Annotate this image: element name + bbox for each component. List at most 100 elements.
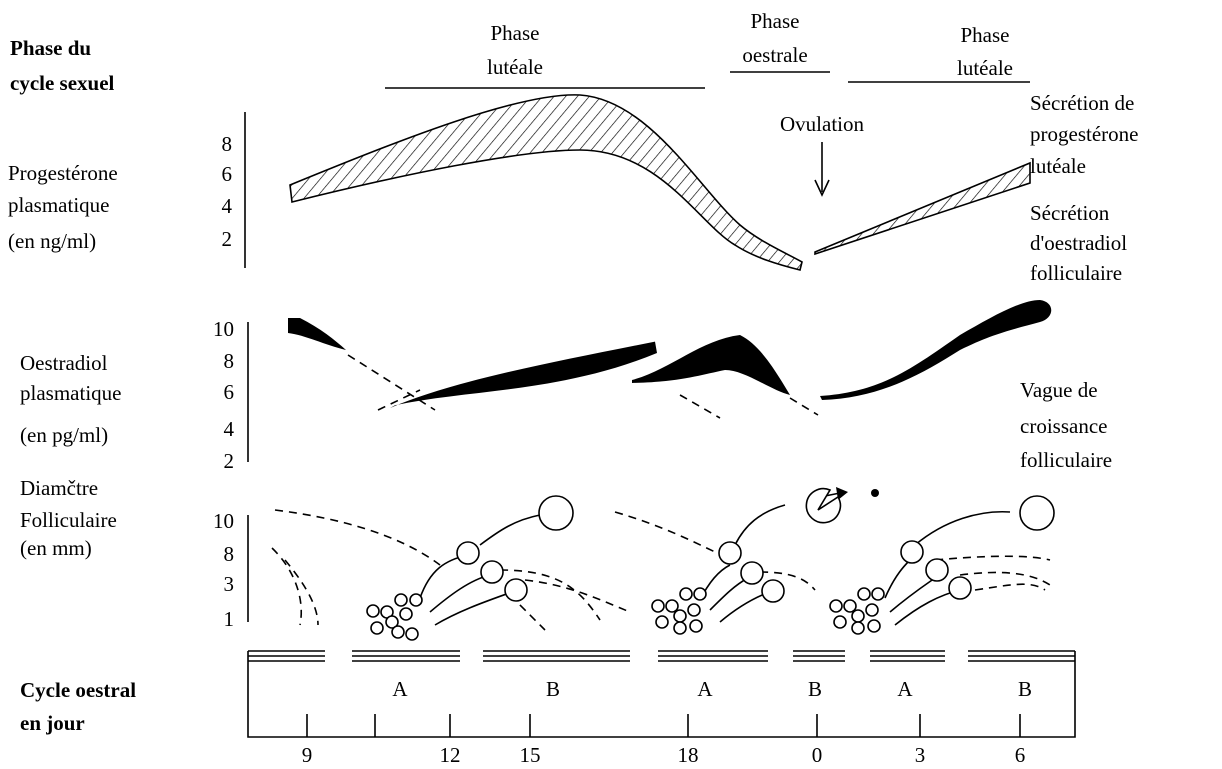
annotation: Sécrétion de <box>1030 91 1134 115</box>
follicle-line <box>914 510 1011 546</box>
follicle <box>655 615 669 629</box>
progesterone-band <box>289 94 803 271</box>
follicles <box>366 487 1055 641</box>
axis-label: Oestradiol <box>20 351 108 375</box>
tick-label: 1 <box>224 607 235 631</box>
oestradiol-shape <box>390 341 657 409</box>
stage-label: B <box>808 677 822 701</box>
phase-title: cycle sexuel <box>10 71 115 95</box>
follicle <box>857 587 871 601</box>
follicle <box>843 599 857 613</box>
day-label: 18 <box>678 743 699 767</box>
follicle-line <box>614 511 716 553</box>
tick-label: 10 <box>213 509 234 533</box>
axis-label: Diamčtre <box>20 476 98 500</box>
follicle-line <box>871 489 879 497</box>
oestradiol-dash <box>679 394 721 419</box>
progesterone-panel: Progestérone plasmatique (en ng/ml) 8 6 … <box>8 91 1138 271</box>
follicle <box>538 495 574 531</box>
cycle-box <box>306 714 1021 737</box>
follicle <box>385 615 399 629</box>
follicle <box>689 619 703 633</box>
follicle <box>370 621 384 635</box>
annotation: progestérone <box>1030 122 1138 146</box>
phase-label: Phase <box>961 23 1010 47</box>
day-label: 6 <box>1015 743 1026 767</box>
tick-label: 6 <box>224 380 235 404</box>
follicle <box>504 578 528 602</box>
stage-label: B <box>1018 677 1032 701</box>
tick-label: 4 <box>222 194 233 218</box>
ovulation-label: Ovulation <box>780 112 864 136</box>
axis-label: (en mm) <box>20 536 92 560</box>
follicle <box>865 603 879 617</box>
follicle <box>673 621 687 635</box>
follicle-line <box>274 509 441 566</box>
follicle-line <box>499 569 601 621</box>
axis-label: (en pg/ml) <box>20 423 108 447</box>
cycle-label: Cycle oestral <box>20 678 136 702</box>
annotation: Sécrétion <box>1030 201 1110 225</box>
follicle-line <box>434 591 513 626</box>
annotation: folliculaire <box>1020 448 1112 472</box>
annotation: Vague de <box>1020 378 1098 402</box>
follicle <box>900 540 924 564</box>
annotation: croissance <box>1020 414 1107 438</box>
cycle-label: en jour <box>20 711 85 735</box>
cycle-box <box>247 651 1076 738</box>
follicle-line <box>479 514 541 546</box>
oestradiol-shape <box>288 318 346 350</box>
tick-label: 8 <box>224 542 235 566</box>
follicle-line <box>894 589 961 626</box>
tick-label: 3 <box>224 572 235 596</box>
day-label: 9 <box>302 743 313 767</box>
phase-label: Phase <box>491 21 540 45</box>
follicle-line <box>959 571 1051 586</box>
follicle <box>673 609 687 623</box>
tick-label: 2 <box>222 227 233 251</box>
follicle <box>391 625 405 639</box>
day-label: 3 <box>915 743 926 767</box>
cycle-panel: Cycle oestral en jour A B A B A B 9 12 1… <box>20 650 1076 767</box>
phase-label: Phase <box>751 9 800 33</box>
follicle <box>480 560 504 584</box>
oestradiol-shape <box>632 335 790 395</box>
axis-label: plasmatique <box>20 381 121 405</box>
follicle <box>1019 495 1055 531</box>
follicle <box>366 604 380 618</box>
follicle <box>851 621 865 635</box>
stage-label: A <box>897 677 913 701</box>
follicle-line <box>429 574 491 613</box>
follicle <box>687 603 701 617</box>
oestradiol-dash <box>789 397 819 416</box>
axis-label: Folliculaire <box>20 508 117 532</box>
follicle-line <box>836 487 848 500</box>
follicle <box>665 599 679 613</box>
follicle-line <box>974 583 1046 591</box>
follicle <box>679 587 693 601</box>
axis-label: (en ng/ml) <box>8 229 96 253</box>
follicle <box>833 615 847 629</box>
axis-label: plasmatique <box>8 193 109 217</box>
follicle-line <box>889 577 936 613</box>
follicle <box>394 593 408 607</box>
follicle-line <box>759 571 816 591</box>
follicle <box>761 579 785 603</box>
annotation: d'oestradiol <box>1030 231 1127 255</box>
progesterone-band <box>814 161 1031 256</box>
day-label: 15 <box>520 743 541 767</box>
follicle <box>399 607 413 621</box>
stage-label: A <box>392 677 408 701</box>
annotation: lutéale <box>1030 154 1086 178</box>
follicle <box>693 587 707 601</box>
tick-label: 8 <box>224 349 235 373</box>
tick-label: 6 <box>222 162 233 186</box>
follicle <box>409 593 423 607</box>
follicle-line <box>884 559 911 599</box>
follicle <box>805 487 842 524</box>
oestradiol-panel: Sécrétion d'oestradiol folliculaire Oest… <box>20 201 1127 473</box>
phase-header: Phase du cycle sexuel Phase lutéale Phas… <box>10 9 1030 95</box>
follicle-line <box>734 504 786 546</box>
oestradiol-dash <box>347 354 436 411</box>
